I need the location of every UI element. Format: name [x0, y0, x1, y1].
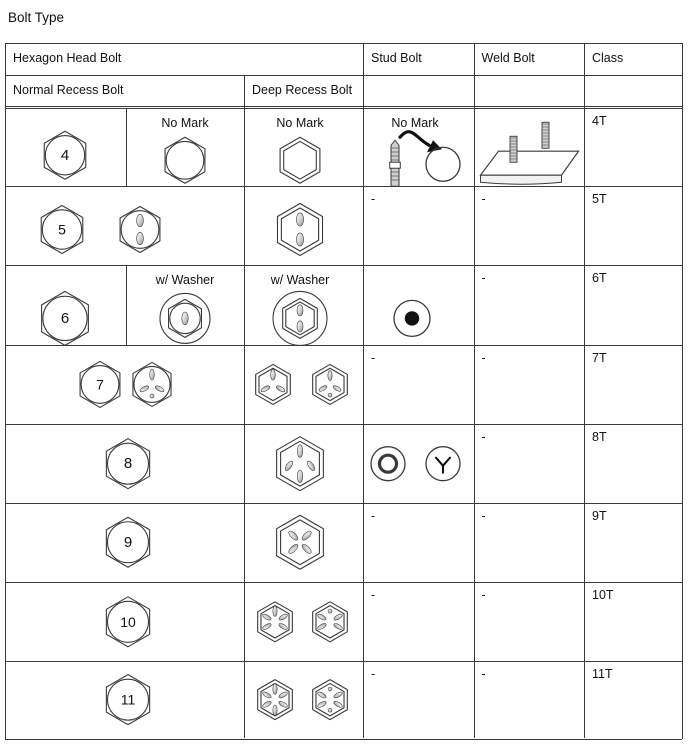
svg-text:11: 11	[121, 692, 136, 708]
svg-text:8: 8	[124, 455, 132, 472]
svg-text:7: 7	[96, 376, 104, 392]
svg-text:10: 10	[120, 613, 136, 629]
svg-text:4: 4	[61, 146, 69, 163]
svg-text:6: 6	[61, 310, 69, 327]
svg-text:5: 5	[58, 222, 66, 238]
svg-text:9: 9	[124, 534, 132, 551]
